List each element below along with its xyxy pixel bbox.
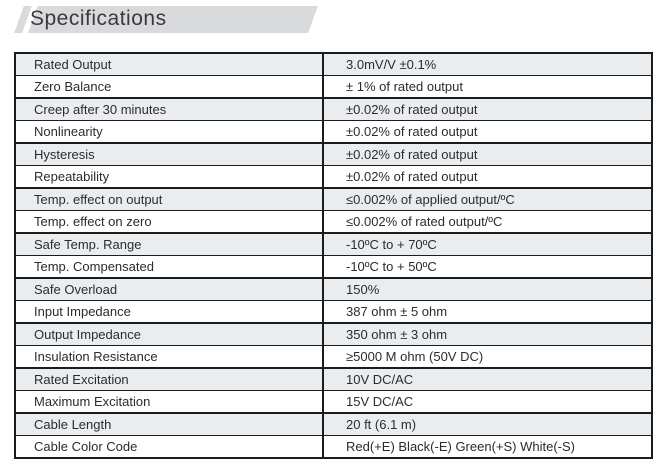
table-row: Nonlinearity ±0.02% of rated output — [16, 120, 651, 142]
spec-label-cell: Zero Balance — [16, 76, 324, 97]
spec-value-cell: 15V DC/AC — [346, 394, 414, 409]
spec-label-cell: Temp. effect on zero — [16, 211, 324, 232]
table-row: Input Impedance 387 ohm ± 5 ohm — [16, 300, 651, 322]
spec-value-cell: 150% — [346, 282, 380, 297]
table-row: Safe Overload 150% — [16, 277, 651, 300]
table-row: Insulation Resistance ≥5000 M ohm (50V DC… — [16, 345, 651, 367]
spec-value-cell: 20 ft (6.1 m) — [346, 417, 417, 432]
table-row: Creep after 30 minutes ±0.02% of rated ou… — [16, 97, 651, 120]
spec-label-cell: Input Impedance — [16, 301, 324, 322]
table-row: Rated Excitation 10V DC/AC — [16, 367, 651, 390]
spec-label-cell: Safe Overload — [16, 279, 324, 300]
spec-value-cell: ≤0.002% of rated output/ºC — [346, 214, 503, 229]
spec-label-cell: Temp. effect on output — [16, 189, 324, 210]
table-row: Temp. Compensated -10ºC to + 50ºC — [16, 255, 651, 277]
spec-label-cell: Rated Output — [16, 54, 324, 75]
spec-value-cell: ± 1% of rated output — [346, 79, 463, 94]
spec-label-cell: Hysteresis — [16, 144, 324, 165]
specifications-table: Rated Output 3.0mV/V ±0.1% Zero Balance ± 1… — [14, 52, 653, 459]
spec-label-cell: Output Impedance — [16, 324, 324, 345]
spec-label-cell: Maximum Excitation — [16, 391, 324, 412]
table-row: Safe Temp. Range -10ºC to + 70ºC — [16, 232, 651, 255]
spec-value-cell: ≤0.002% of applied output/ºC — [346, 192, 515, 207]
spec-label-cell: Rated Excitation — [16, 369, 324, 390]
spec-label-cell: Insulation Resistance — [16, 346, 324, 367]
spec-value-cell: Red(+E) Black(-E) Green(+S) White(-S) — [346, 439, 575, 454]
spec-value-cell: 10V DC/AC — [346, 372, 414, 387]
spec-value-cell: ±0.02% of rated output — [346, 124, 478, 139]
table-row: Temp. effect on zero ≤0.002% of rated out… — [16, 210, 651, 232]
table-row: Rated Output 3.0mV/V ±0.1% — [16, 54, 651, 75]
spec-value-cell: 350 ohm ± 3 ohm — [346, 327, 448, 342]
spec-label-cell: Creep after 30 minutes — [16, 99, 324, 120]
specifications-banner: Specifications — [14, 6, 318, 33]
spec-value-cell: 387 ohm ± 5 ohm — [346, 304, 448, 319]
spec-label-cell: Cable Length — [16, 414, 324, 435]
spec-label-cell: Temp. Compensated — [16, 256, 324, 277]
spec-value-cell: ±0.02% of rated output — [346, 147, 478, 162]
table-row: Cable Color Code Red(+E) Black(-E) Green(… — [16, 435, 651, 457]
page-title: Specifications — [30, 7, 167, 30]
table-row: Zero Balance ± 1% of rated output — [16, 75, 651, 97]
spec-label-cell: Repeatability — [16, 166, 324, 187]
spec-value-cell: 3.0mV/V ±0.1% — [346, 57, 437, 72]
spec-label-cell: Nonlinearity — [16, 121, 324, 142]
spec-label-cell: Cable Color Code — [16, 436, 324, 457]
table-row: Repeatability ±0.02% of rated output — [16, 165, 651, 187]
spec-value-cell: ±0.02% of rated output — [346, 169, 478, 184]
spec-value-cell: -10ºC to + 70ºC — [346, 237, 437, 252]
table-row: Maximum Excitation 15V DC/AC — [16, 390, 651, 412]
spec-label-cell: Safe Temp. Range — [16, 234, 324, 255]
table-row: Hysteresis ±0.02% of rated output — [16, 142, 651, 165]
spec-value-cell: ±0.02% of rated output — [346, 102, 478, 117]
spec-value-cell: -10ºC to + 50ºC — [346, 259, 437, 274]
spec-value-cell: ≥5000 M ohm (50V DC) — [346, 349, 484, 364]
table-row: Temp. effect on output ≤0.002% of applied… — [16, 187, 651, 210]
table-row: Cable Length 20 ft (6.1 m) — [16, 412, 651, 435]
table-row: Output Impedance 350 ohm ± 3 ohm — [16, 322, 651, 345]
